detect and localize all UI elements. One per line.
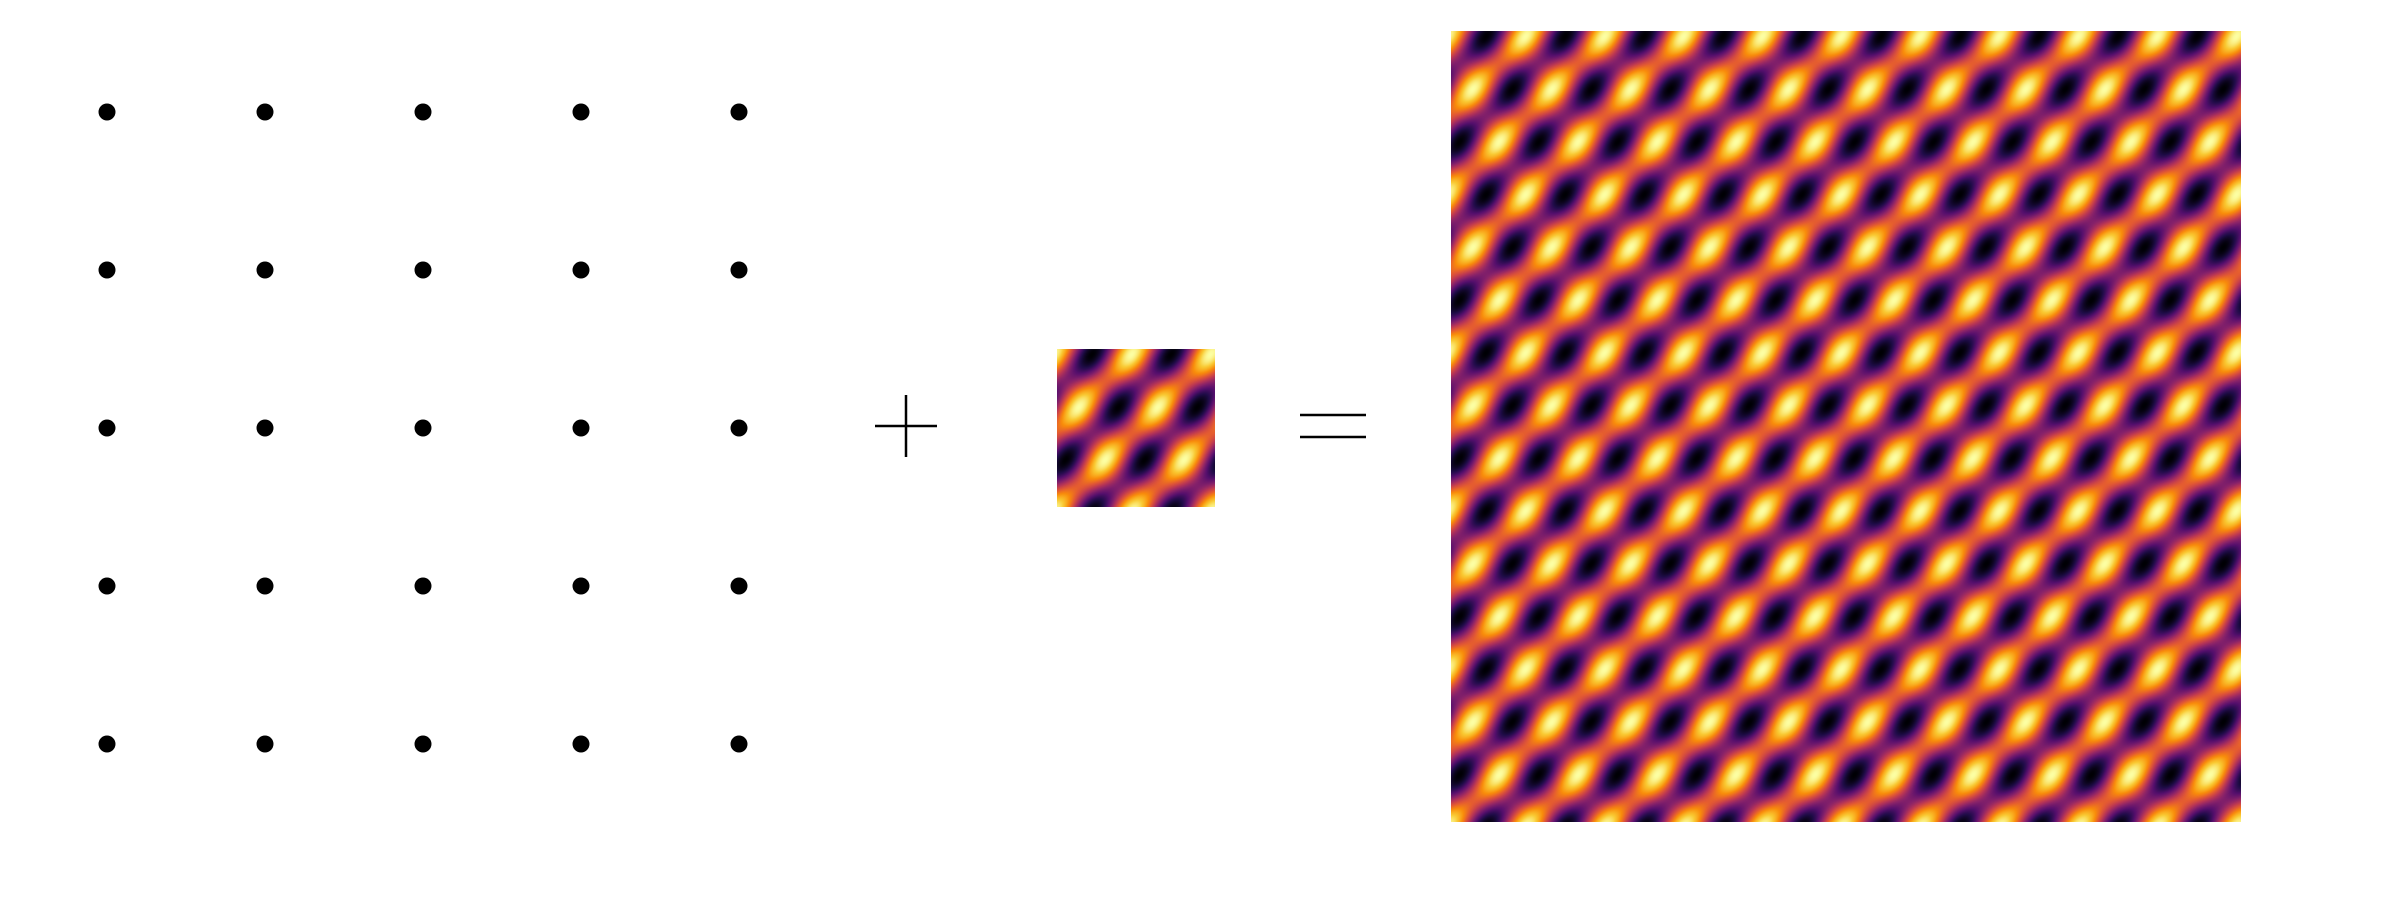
lattice-point bbox=[572, 103, 590, 121]
lattice-point bbox=[414, 577, 432, 595]
crystal-structure-heatmap bbox=[1451, 31, 2241, 822]
lattice-point bbox=[98, 103, 116, 121]
lattice-point bbox=[730, 735, 748, 753]
lattice-point bbox=[730, 261, 748, 279]
lattice-point bbox=[572, 735, 590, 753]
lattice-point bbox=[414, 419, 432, 437]
lattice-point bbox=[572, 577, 590, 595]
plus-operator-icon bbox=[875, 395, 937, 457]
lattice-point bbox=[98, 261, 116, 279]
lattice-point bbox=[414, 261, 432, 279]
lattice-point bbox=[98, 735, 116, 753]
lattice-point bbox=[572, 261, 590, 279]
lattice-point bbox=[256, 261, 274, 279]
lattice-point bbox=[98, 419, 116, 437]
lattice-points-grid bbox=[0, 0, 820, 900]
lattice-point bbox=[414, 103, 432, 121]
lattice-point bbox=[256, 735, 274, 753]
lattice-point bbox=[414, 735, 432, 753]
equals-operator-icon bbox=[1300, 413, 1366, 439]
lattice-point bbox=[730, 577, 748, 595]
lattice-point bbox=[256, 103, 274, 121]
lattice-point bbox=[98, 577, 116, 595]
lattice-point bbox=[256, 419, 274, 437]
lattice-point bbox=[730, 419, 748, 437]
lattice-point bbox=[730, 103, 748, 121]
lattice-point bbox=[572, 419, 590, 437]
basis-motif-heatmap bbox=[1057, 349, 1215, 507]
lattice-point bbox=[256, 577, 274, 595]
